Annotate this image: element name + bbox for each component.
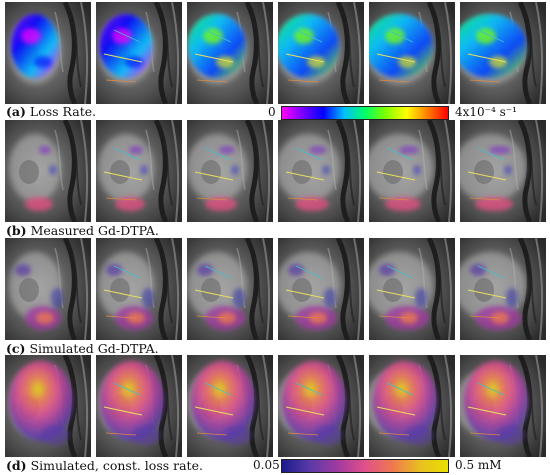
mri-tile <box>278 120 364 222</box>
mri-tile <box>187 355 273 457</box>
mri-slice-image <box>278 238 364 340</box>
mri-slice-image <box>369 2 455 104</box>
mri-slice-image <box>460 120 546 222</box>
caption-d: (d) Simulated, const. loss rate. <box>6 458 203 473</box>
loss-rate-colorbar-max: 4x10⁻⁴ s⁻¹ <box>455 105 517 119</box>
caption-c: (c) Simulated Gd-DTPA. <box>6 341 159 356</box>
mri-slice-image <box>187 2 273 104</box>
caption-c-label: (c) <box>6 341 26 356</box>
mri-slice-image <box>278 2 364 104</box>
mri-tile <box>278 238 364 340</box>
mri-slice-image <box>96 238 182 340</box>
mri-tile <box>460 120 546 222</box>
mri-tile <box>187 120 273 222</box>
caption-d-text: Simulated, const. loss rate. <box>30 458 203 473</box>
caption-a-text: Loss Rate. <box>29 104 97 119</box>
mri-tile <box>187 2 273 104</box>
mri-slice-image <box>460 355 546 457</box>
mri-tile <box>460 355 546 457</box>
mri-tile <box>369 355 455 457</box>
caption-a-label: (a) <box>6 104 26 119</box>
mri-tile <box>96 355 182 457</box>
mri-tile <box>96 238 182 340</box>
mri-tile <box>278 2 364 104</box>
mri-slice-image <box>278 120 364 222</box>
caption-c-text: Simulated Gd-DTPA. <box>29 341 159 356</box>
mri-tile <box>96 2 182 104</box>
caption-b-text: Measured Gd-DTPA. <box>30 223 159 238</box>
mri-slice-image <box>369 120 455 222</box>
concentration-colorbar-max: 0.5 mM <box>455 458 502 472</box>
mri-slice-image <box>5 120 91 222</box>
mri-tile <box>5 355 91 457</box>
caption-b: (b) Measured Gd-DTPA. <box>6 223 159 238</box>
mri-tile <box>5 2 91 104</box>
mri-tile <box>369 2 455 104</box>
mri-slice-image <box>369 238 455 340</box>
loss-rate-colorbar-min: 0 <box>268 105 276 119</box>
concentration-colorbar <box>281 459 449 473</box>
concentration-colorbar-min: 0.05 <box>253 458 280 472</box>
mri-slice-image <box>5 2 91 104</box>
mri-slice-image <box>460 2 546 104</box>
mri-slice-image <box>187 120 273 222</box>
mri-slice-image <box>187 238 273 340</box>
mri-slice-image <box>96 2 182 104</box>
mri-tile <box>5 120 91 222</box>
mri-slice-image <box>460 238 546 340</box>
mri-slice-image <box>96 355 182 457</box>
caption-d-label: (d) <box>6 458 27 473</box>
mri-slice-image <box>96 120 182 222</box>
caption-a: (a) Loss Rate. <box>6 104 96 119</box>
mri-tile <box>96 120 182 222</box>
mri-slice-image <box>278 355 364 457</box>
mri-tile <box>460 238 546 340</box>
caption-b-label: (b) <box>6 223 27 238</box>
loss-rate-colorbar <box>281 106 449 120</box>
mri-slice-image <box>5 355 91 457</box>
mri-slice-image <box>187 355 273 457</box>
mri-tile <box>460 2 546 104</box>
mri-slice-image <box>369 355 455 457</box>
mri-tile <box>5 238 91 340</box>
mri-tile <box>369 238 455 340</box>
mri-slice-image <box>5 238 91 340</box>
mri-tile <box>369 120 455 222</box>
mri-tile <box>187 238 273 340</box>
mri-tile <box>278 355 364 457</box>
